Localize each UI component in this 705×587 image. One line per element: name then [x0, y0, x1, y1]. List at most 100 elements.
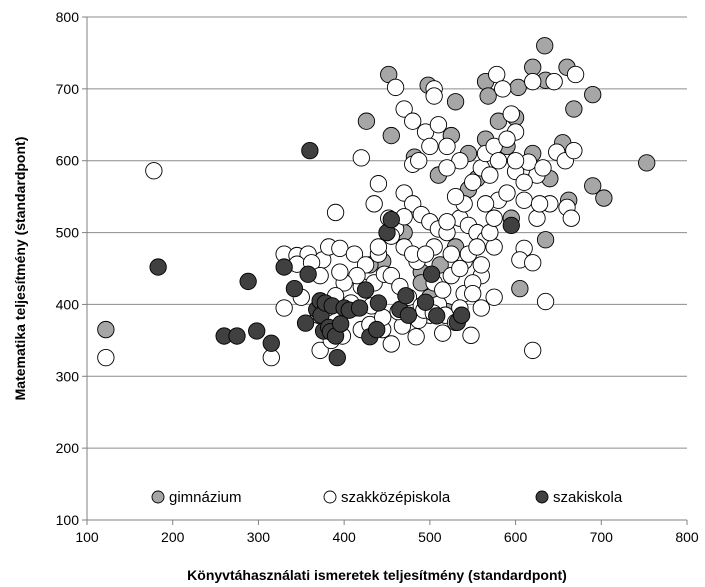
point-szakközépiskola [311, 341, 329, 360]
point-szakközépiskola [515, 191, 533, 209]
point-szakközépiskola [369, 175, 388, 193]
point-szakközépiskola [515, 173, 533, 191]
y-tick-label: 600 [56, 153, 80, 169]
point-szakközépiskola [534, 159, 552, 177]
point-szakközépiskola [395, 100, 413, 118]
x-tick-label: 600 [504, 529, 528, 545]
y-tick-label: 800 [56, 9, 80, 25]
point-szakiskola [502, 216, 520, 235]
x-tick-label: 700 [590, 529, 614, 545]
point-szakközépiskola [345, 245, 364, 263]
point-szakiskola [285, 279, 304, 298]
point-gimnázium [536, 37, 554, 55]
data-points [97, 37, 656, 367]
point-szakközépiskola [352, 149, 370, 167]
point-gimnázium [565, 100, 583, 118]
point-szakközépiskola [410, 152, 428, 170]
point-szakiskola [275, 258, 293, 276]
point-szakközépiskola [481, 166, 499, 184]
point-szakiskola [239, 272, 257, 291]
point-szakközépiskola [416, 245, 435, 263]
x-axis-title: Könyvtáhasználati ismeretek teljesítmény… [187, 567, 567, 583]
point-szakközépiskola [464, 284, 482, 303]
point-szakközépiskola [562, 209, 580, 227]
point-szakközépiskola [485, 209, 503, 227]
point-szakközépiskola [434, 324, 452, 342]
point-szakközépiskola [365, 195, 383, 213]
point-szakközépiskola [434, 281, 452, 299]
point-szakközépiskola [472, 256, 490, 274]
x-tick-label: 300 [247, 529, 271, 545]
point-szakiskola [399, 306, 418, 324]
point-szakközépiskola [472, 299, 490, 317]
point-szakközépiskola [565, 142, 583, 160]
point-gimnázium [357, 112, 376, 130]
point-szakiskola [428, 307, 446, 325]
point-szakközépiskola [468, 238, 486, 256]
point-szakiskola [382, 210, 400, 229]
point-szakközépiskola [429, 116, 448, 134]
point-szakközépiskola [382, 335, 400, 353]
point-gimnázium [584, 85, 602, 104]
y-tick-label: 700 [56, 81, 80, 97]
point-szakiskola [262, 334, 280, 352]
point-szakiskola [397, 287, 415, 305]
point-szakközépiskola [524, 254, 542, 272]
point-szakközépiskola [331, 263, 349, 281]
point-szakközépiskola [446, 187, 465, 206]
x-tick-label: 400 [332, 529, 356, 545]
y-tick-label: 100 [56, 512, 80, 528]
point-gimnázium [97, 320, 115, 339]
point-gimnázium [536, 231, 555, 249]
point-szakközépiskola [536, 292, 555, 311]
point-szakiskola [228, 327, 246, 345]
point-szakközépiskola [524, 341, 542, 360]
x-tick-label: 800 [675, 529, 699, 545]
point-szakközépiskola [524, 73, 542, 91]
point-szakközépiskola [145, 162, 163, 180]
point-szakiskola [356, 281, 375, 299]
point-szakközépiskola [462, 326, 480, 344]
point-gimnázium [382, 126, 400, 145]
y-axis-title: Matematika teljesítmény (standardpont) [12, 137, 28, 401]
legend-marker-szakközépiskola [323, 490, 337, 504]
gridlines [87, 16, 687, 449]
y-tick-label: 300 [56, 368, 80, 384]
x-tick-label: 100 [75, 529, 99, 545]
point-szakiskola [301, 142, 319, 160]
point-szakközépiskola [489, 152, 508, 170]
point-szakközépiskola [506, 152, 525, 170]
point-szakközépiskola [275, 299, 293, 317]
y-tick-label: 500 [56, 225, 80, 241]
y-tick-label: 400 [56, 296, 80, 312]
point-szakközépiskola [438, 137, 456, 155]
point-szakközépiskola [451, 259, 469, 278]
point-szakközépiskola [502, 105, 520, 123]
point-szakiskola [416, 293, 435, 311]
point-gimnázium [638, 154, 656, 172]
point-szakiskola [452, 306, 471, 324]
point-szakközépiskola [498, 130, 516, 148]
x-tick-label: 500 [418, 529, 442, 545]
legend-label-szakközépiskola: szakközépiskola [341, 489, 451, 506]
point-szakiskola [296, 314, 315, 332]
point-szakközépiskola [528, 209, 546, 227]
point-szakközépiskola [476, 195, 495, 213]
legend-marker-gimnázium [151, 490, 165, 504]
legend-label-szakiskola: szakiskola [553, 489, 623, 506]
point-gimnázium [446, 93, 465, 111]
point-szakközépiskola [481, 223, 499, 242]
point-szakiskola [248, 322, 266, 340]
point-szakiskola [328, 348, 346, 367]
point-gimnázium [595, 189, 613, 207]
point-szakiskola [299, 265, 317, 283]
point-szakközépiskola [369, 238, 388, 256]
y-tick-label: 200 [56, 440, 80, 456]
point-szakközépiskola [407, 328, 425, 346]
point-szakközépiskola [530, 195, 549, 213]
point-szakiskola [350, 299, 369, 317]
point-szakközépiskola [438, 213, 456, 231]
point-szakközépiskola [485, 288, 503, 306]
point-szakközépiskola [326, 203, 345, 222]
